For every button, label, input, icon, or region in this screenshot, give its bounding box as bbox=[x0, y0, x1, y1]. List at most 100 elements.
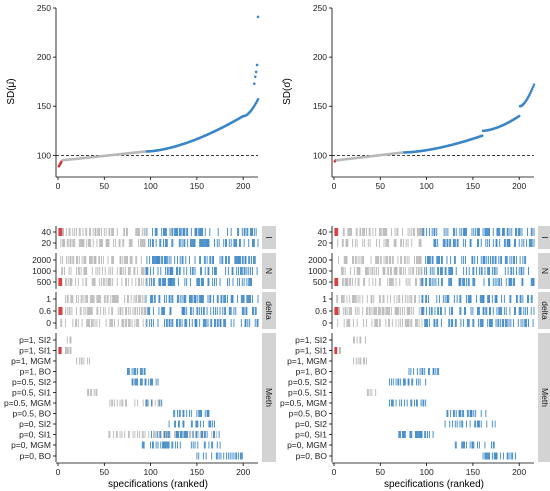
spec-mark bbox=[482, 228, 484, 236]
spec-mark bbox=[365, 336, 366, 344]
spec-mark bbox=[350, 307, 352, 315]
spec-mark bbox=[199, 239, 201, 247]
spec-mark bbox=[415, 267, 417, 275]
spec-mark bbox=[219, 307, 221, 315]
spec-mark bbox=[228, 256, 230, 264]
spec-mark bbox=[158, 295, 160, 303]
spec-mark bbox=[448, 267, 450, 275]
spec-mark bbox=[78, 256, 80, 264]
spec-mark bbox=[336, 307, 338, 315]
spec-mark bbox=[144, 378, 146, 386]
spec-mark bbox=[460, 410, 462, 417]
spec-mark bbox=[498, 256, 500, 264]
spec-mark bbox=[477, 239, 479, 247]
spec-mark bbox=[220, 452, 222, 460]
spec-mark bbox=[446, 239, 448, 247]
spec-mark bbox=[478, 441, 480, 449]
spec-mark bbox=[182, 228, 184, 236]
spec-mark bbox=[488, 267, 490, 275]
spec-mark bbox=[469, 410, 471, 417]
spec-mark bbox=[421, 431, 423, 438]
spec-mark bbox=[110, 278, 112, 286]
spec-mark bbox=[189, 295, 190, 303]
spec-mark bbox=[120, 307, 122, 315]
spec-mark bbox=[204, 239, 206, 247]
spec-mark bbox=[66, 239, 68, 247]
spec-mark bbox=[103, 295, 105, 303]
level-label: p=0.5, MGM bbox=[280, 398, 327, 408]
spec-mark bbox=[477, 256, 478, 264]
spec-mark bbox=[427, 431, 428, 438]
spec-mark bbox=[171, 228, 173, 236]
spec-mark bbox=[435, 239, 437, 247]
spec-mark bbox=[151, 399, 153, 407]
spec-mark bbox=[387, 256, 389, 264]
spec-mark bbox=[190, 307, 192, 315]
spec-mark bbox=[477, 228, 478, 236]
spec-mark bbox=[146, 278, 148, 286]
data-point bbox=[254, 70, 258, 74]
spec-mark bbox=[396, 267, 398, 275]
spec-mark bbox=[356, 319, 358, 327]
spec-mark bbox=[144, 431, 146, 438]
spec-mark bbox=[133, 267, 135, 275]
spec-mark bbox=[490, 319, 492, 327]
spec-mark bbox=[171, 239, 173, 247]
y-tick-label: 150 bbox=[313, 101, 327, 111]
spec-mark bbox=[243, 267, 245, 275]
spec-mark bbox=[244, 267, 246, 275]
level-label: 0.6 bbox=[39, 306, 51, 316]
spec-mark bbox=[172, 239, 174, 247]
spec-mark bbox=[138, 239, 140, 247]
spec-mark bbox=[221, 256, 223, 264]
spec-mark bbox=[202, 420, 204, 428]
spec-mark bbox=[164, 256, 166, 264]
spec-mark bbox=[204, 410, 206, 417]
spec-mark bbox=[404, 431, 406, 438]
spec-mark bbox=[175, 441, 177, 449]
spec-mark bbox=[352, 295, 353, 303]
spec-mark bbox=[438, 368, 440, 375]
spec-mark bbox=[388, 267, 390, 275]
spec-mark bbox=[533, 278, 535, 286]
spec-mark bbox=[486, 420, 488, 428]
spec-mark bbox=[176, 295, 178, 303]
spec-mark bbox=[518, 307, 520, 315]
spec-mark bbox=[128, 319, 130, 327]
spec-mark bbox=[149, 278, 151, 286]
spec-mark bbox=[65, 228, 67, 236]
spec-mark bbox=[474, 420, 476, 428]
spec-mark bbox=[171, 295, 173, 303]
spec-mark bbox=[178, 410, 180, 417]
spec-mark bbox=[87, 357, 89, 365]
spec-mark bbox=[86, 319, 88, 327]
spec-mark bbox=[480, 267, 482, 275]
spec-mark bbox=[178, 228, 180, 236]
spec-mark bbox=[199, 410, 201, 417]
spec-mark bbox=[212, 256, 214, 264]
spec-mark bbox=[477, 441, 478, 449]
x-tick-label: 200 bbox=[512, 181, 526, 191]
spec-mark bbox=[408, 368, 410, 375]
spec-mark bbox=[491, 267, 493, 275]
spec-mark bbox=[146, 399, 148, 407]
spec-mark bbox=[125, 307, 127, 315]
spec-mark bbox=[89, 256, 91, 264]
spec-mark bbox=[362, 256, 364, 264]
spec-mark bbox=[216, 239, 218, 247]
spec-mark bbox=[101, 278, 102, 286]
spec-mark bbox=[383, 239, 385, 247]
spec-mark bbox=[99, 295, 101, 303]
spec-mark bbox=[416, 431, 418, 438]
spec-mark bbox=[494, 295, 496, 303]
spec-mark bbox=[159, 431, 161, 438]
spec-mark bbox=[519, 295, 521, 303]
spec-mark bbox=[60, 256, 62, 264]
spec-mark bbox=[200, 420, 202, 428]
spec-mark bbox=[106, 295, 108, 303]
spec-mark bbox=[369, 389, 371, 396]
spec-mark bbox=[255, 307, 257, 315]
spec-mark bbox=[434, 319, 436, 327]
spec-mark bbox=[213, 431, 215, 438]
